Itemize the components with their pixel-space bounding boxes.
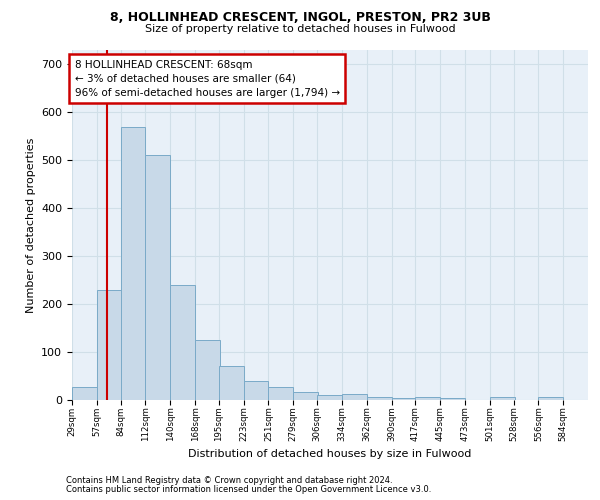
Bar (219, 366, 244, 400)
Bar (195, 340, 220, 400)
Bar (538, 396, 563, 400)
Bar (342, 394, 367, 400)
Text: Contains public sector information licensed under the Open Government Licence v3: Contains public sector information licen… (66, 485, 431, 494)
Bar (268, 387, 293, 400)
Bar (392, 398, 416, 400)
Bar (415, 396, 440, 400)
Text: Size of property relative to detached houses in Fulwood: Size of property relative to detached ho… (145, 24, 455, 34)
Bar (317, 395, 342, 400)
Bar (293, 392, 318, 400)
Bar (367, 396, 392, 400)
Bar (440, 398, 465, 400)
Text: 8 HOLLINHEAD CRESCENT: 68sqm
← 3% of detached houses are smaller (64)
96% of sem: 8 HOLLINHEAD CRESCENT: 68sqm ← 3% of det… (74, 60, 340, 98)
Bar (145, 156, 170, 400)
Bar (72, 387, 97, 400)
Bar (244, 381, 268, 400)
Bar (121, 126, 145, 400)
X-axis label: Distribution of detached houses by size in Fulwood: Distribution of detached houses by size … (188, 450, 472, 460)
Bar (490, 396, 515, 400)
Bar (97, 290, 122, 400)
Bar (170, 285, 195, 400)
Y-axis label: Number of detached properties: Number of detached properties (26, 138, 35, 312)
Text: 8, HOLLINHEAD CRESCENT, INGOL, PRESTON, PR2 3UB: 8, HOLLINHEAD CRESCENT, INGOL, PRESTON, … (110, 11, 490, 24)
Text: Contains HM Land Registry data © Crown copyright and database right 2024.: Contains HM Land Registry data © Crown c… (66, 476, 392, 485)
